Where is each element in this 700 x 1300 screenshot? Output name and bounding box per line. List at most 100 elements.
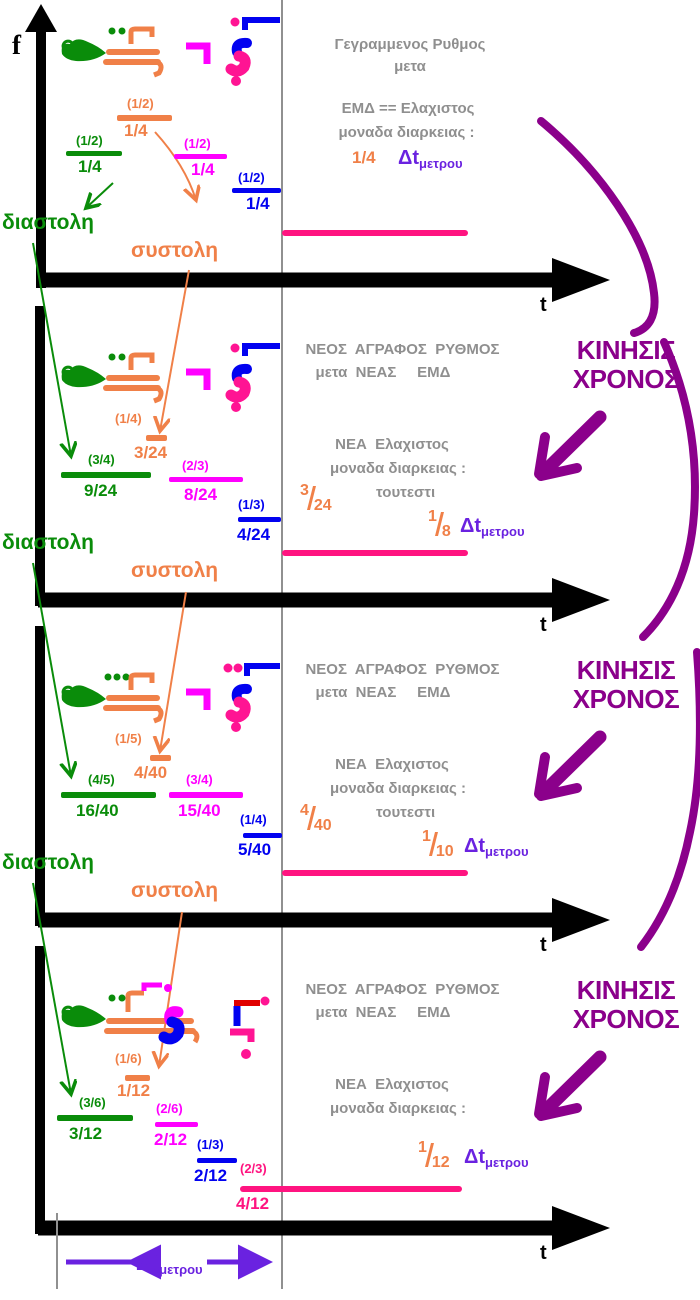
fraction-bar	[150, 755, 171, 761]
fraction-bar	[174, 154, 227, 159]
unit-fraction: 110	[422, 828, 454, 860]
dt-text: Δt	[460, 515, 482, 537]
rhythm-glyphs-4	[61, 982, 270, 1059]
kinisis-arrow-4	[534, 1050, 607, 1121]
fraction-bar	[243, 833, 282, 838]
note-line: μοναδα διαρκειας :	[338, 124, 475, 141]
numerator: 3	[300, 482, 309, 500]
t-axis-label-1: t	[540, 294, 547, 316]
fraction-bar	[117, 115, 172, 121]
diastoli-label: διαστολη	[2, 851, 94, 874]
note-line: μετα ΝΕΑΣ ΕΜΔ	[315, 1004, 451, 1021]
diastoli-arrows	[32, 182, 114, 1094]
fraction-bar	[155, 1122, 198, 1127]
dt-text: Δt	[464, 1146, 486, 1168]
fraction-paren: (2/3)	[182, 458, 209, 473]
fraction-value: 9/24	[84, 481, 118, 500]
denominator: 8	[441, 523, 451, 541]
fraction-paren: (2/3)	[240, 1161, 267, 1176]
systoli-label: συστολη	[131, 879, 219, 902]
fraction-value: 4/40	[134, 763, 168, 782]
fraction-value: 1/4	[191, 160, 215, 179]
fraction-paren: (3/6)	[79, 1095, 106, 1110]
denominator: 40	[313, 817, 332, 835]
kinisis-arrow-3	[534, 730, 607, 801]
fraction-paren: (1/2)	[76, 133, 103, 148]
fraction-bar	[169, 792, 243, 798]
t-axis-2	[35, 306, 610, 622]
t-axis-label-3: t	[540, 934, 547, 956]
t-axis-3	[35, 626, 610, 942]
dt-subscript: μετρου	[485, 1155, 529, 1170]
dt-metrou-label: Δtμετρου	[464, 1146, 529, 1170]
numerator: 1	[428, 508, 437, 526]
note-line: Γεγραμμενος Ρυθμος	[334, 36, 486, 53]
unit-fraction: 112	[418, 1139, 450, 1171]
toutesti-label: τουτεστι	[376, 484, 436, 501]
fraction-bar	[146, 435, 167, 441]
cycle-curves	[537, 117, 700, 951]
kinisis-line: ΚΙΝΗΣΙΣ	[576, 335, 676, 365]
numerator: 1	[422, 828, 431, 846]
fraction-value: 15/40	[178, 801, 221, 820]
fraction-value: 1/4	[78, 157, 102, 176]
glyph-orange-sign	[103, 672, 164, 724]
chronos-line: ΧΡΟΝΟΣ	[572, 1004, 680, 1034]
fraction-paren: (4/5)	[88, 772, 115, 787]
measure-span	[56, 1213, 273, 1289]
fraction-paren: (1/3)	[197, 1137, 224, 1152]
glyph-green-wave	[61, 673, 130, 708]
glyph-green-wave	[61, 994, 126, 1028]
diastoli-label: διαστολη	[2, 211, 94, 234]
fraction-paren: (3/4)	[186, 772, 213, 787]
glyph-blue-pink-note	[223, 663, 280, 732]
glyph-green-wave	[61, 353, 126, 388]
emd-fraction: 324	[300, 482, 332, 514]
measure-dt-label: Δtμετρου	[136, 1250, 203, 1277]
t-axis-4	[35, 946, 610, 1250]
fraction-paren: (1/2)	[238, 170, 265, 185]
duration-line	[240, 1186, 462, 1192]
dt-metrou-label: Δtμετρου	[460, 515, 525, 539]
fraction-value: 8/24	[184, 485, 218, 504]
glyph-magenta-blue-note	[158, 1006, 185, 1045]
duration-line	[282, 230, 468, 236]
fraction-value: 16/40	[76, 801, 119, 820]
note-line: ΝΕΑ Ελαχιστος	[335, 1076, 449, 1093]
note-line: ΝΕΑ Ελαχιστος	[335, 756, 449, 773]
chronos-line: ΧΡΟΝΟΣ	[572, 364, 680, 394]
note-line: μετα ΝΕΑΣ ΕΜΔ	[315, 684, 451, 701]
duration-line	[282, 870, 468, 876]
dt-subscript: μετρου	[485, 844, 529, 859]
dt-metrou-label: Δtμετρου	[464, 835, 529, 859]
duration-line	[282, 550, 468, 556]
kinisis-chronos-label: ΚΙΝΗΣΙΣ ΧΡΟΝΟΣ	[552, 336, 700, 394]
fraction-value: 2/12	[154, 1130, 188, 1149]
note-line: ΝΕΑ Ελαχιστος	[335, 436, 449, 453]
kinisis-arrow-2	[534, 410, 607, 481]
fraction-paren: (1/3)	[238, 497, 265, 512]
fraction-value: 4/24	[237, 525, 271, 544]
fraction-bar	[61, 792, 156, 798]
t-axis-label-2: t	[540, 614, 547, 636]
glyph-orange-sign	[103, 26, 164, 78]
fraction-paren: (1/4)	[115, 411, 142, 426]
glyph-green-wave	[61, 27, 126, 62]
glyph-pause-cluster	[230, 996, 270, 1059]
note-line: μοναδα διαρκειας :	[330, 460, 466, 477]
fraction-value: 5/40	[238, 840, 272, 859]
glyph-magenta-hook	[186, 688, 211, 710]
rhythm-glyphs-2	[61, 343, 280, 412]
emd-value: 1/4	[352, 148, 376, 167]
fraction-value: 2/12	[194, 1166, 228, 1185]
fraction-bar	[125, 1075, 150, 1081]
emd-fraction: 440	[300, 802, 332, 834]
fraction-value: 3/24	[134, 443, 168, 462]
fraction-paren: (2/6)	[156, 1101, 183, 1116]
unit-fraction: 18	[428, 508, 451, 540]
toutesti-label: τουτεστι	[376, 804, 436, 821]
note-line: ΕΜΔ == Ελαχιστος	[341, 100, 475, 117]
fraction-paren: (3/4)	[88, 452, 115, 467]
